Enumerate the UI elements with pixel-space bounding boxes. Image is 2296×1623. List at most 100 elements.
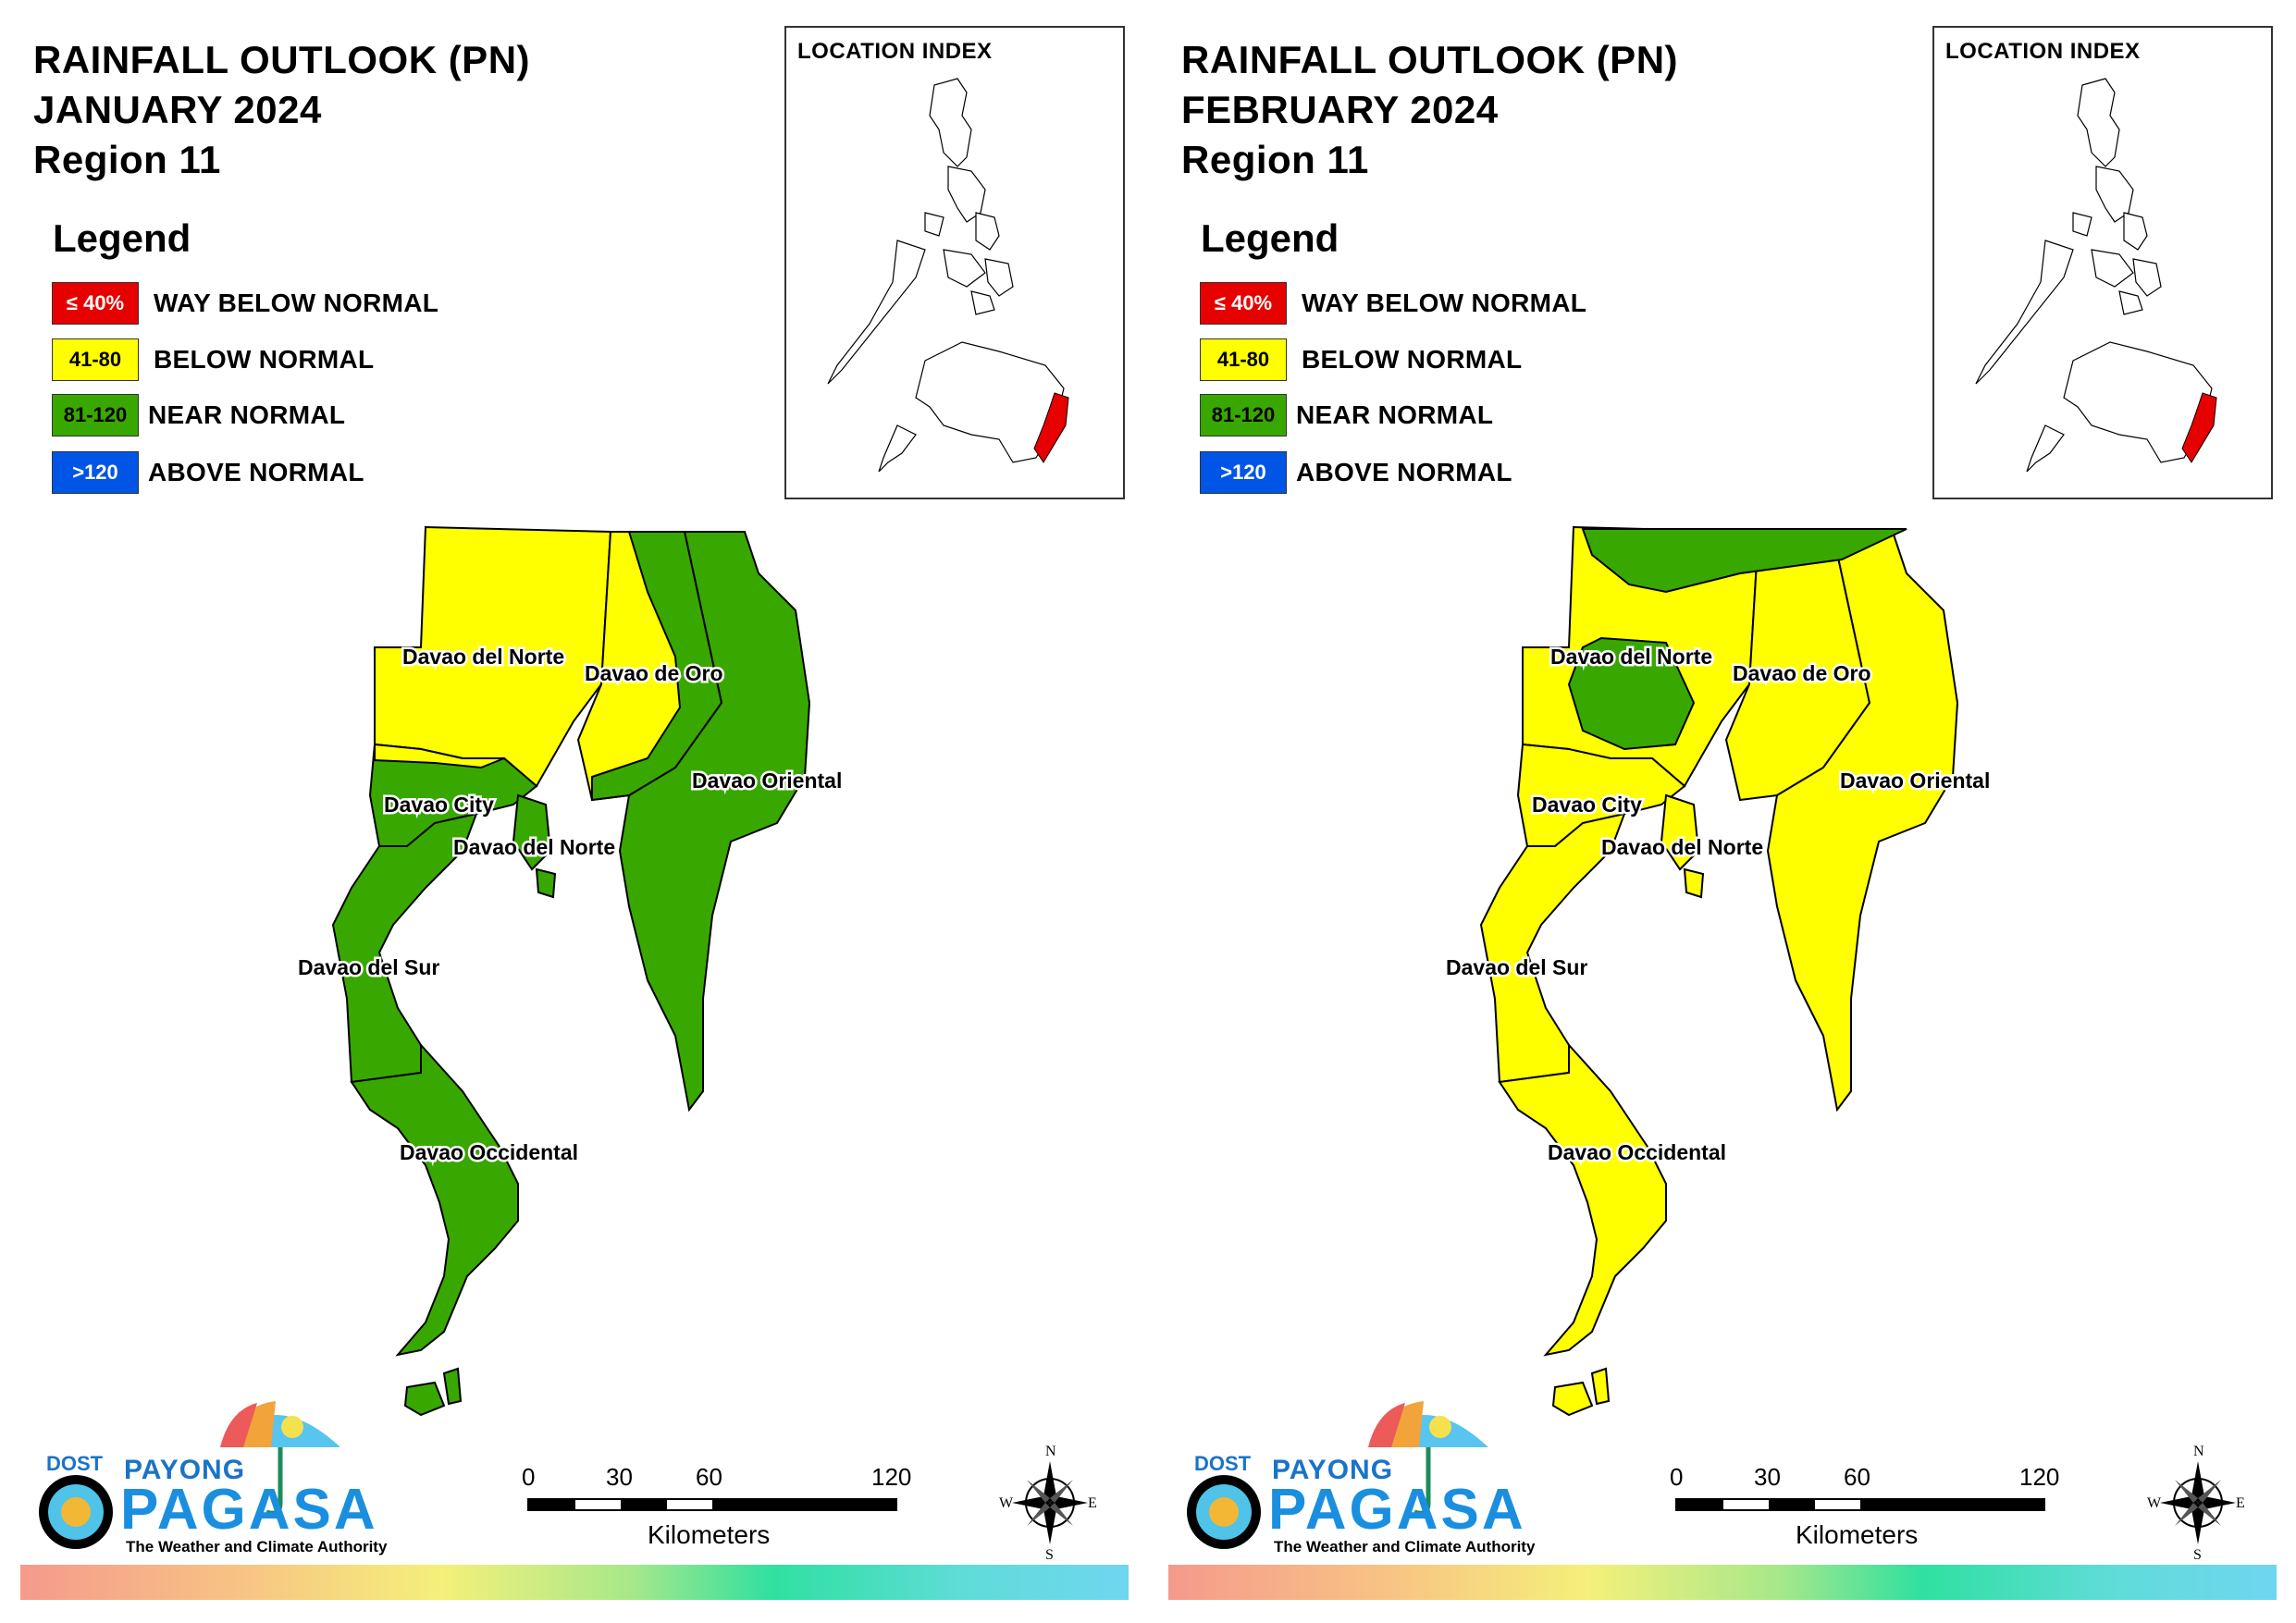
location-index-title: LOCATION INDEX [1945,39,2141,64]
label-davao-del-norte-samal: Davao del Norte [453,835,615,859]
pagasa-label: PAGASA [1268,1478,1526,1542]
scale-unit: Kilometers [648,1520,771,1549]
label-davao-city: Davao City [384,793,494,817]
tagline: The Weather and Climate Authority [126,1538,388,1555]
title-line-2: JANUARY 2024 [33,88,322,131]
compass-n: N [2193,1444,2204,1459]
scale-tick: 120 [2019,1463,2060,1491]
payong-label: PAYONG [124,1455,246,1485]
label-davao-del-norte-samal: Davao del Norte [1601,835,1763,859]
label-davao-oriental: Davao Oriental [692,768,842,793]
legend-heading: Legend [53,216,191,260]
label-davao-del-sur: Davao del Sur [298,955,439,979]
scale-bar: 0 30 60 120 Kilometers [1670,1463,2064,1549]
legend-label: WAY BELOW NORMAL [1302,289,1587,317]
legend-item-way-below: ≤ 40% WAY BELOW NORMAL [52,282,438,325]
legend-item-near: 81-120 NEAR NORMAL [1200,394,1493,436]
legend-item-way-below: ≤ 40% WAY BELOW NORMAL [1200,282,1586,325]
legend-label: BELOW NORMAL [154,345,375,374]
compass-e: E [2236,1495,2245,1511]
location-index-title: LOCATION INDEX [797,39,993,64]
compass-e: E [1088,1495,1097,1511]
umbrella-icon [1187,1401,1488,1549]
dost-label: DOST [1194,1452,1252,1475]
title-line-1: RAINFALL OUTLOOK (PN) [33,38,531,81]
region-davao-oriental [618,531,811,1113]
label-davao-city: Davao City [1532,793,1642,817]
footer-gradient-bar [1168,1565,2277,1600]
legend-swatch: 41-80 [1200,338,1287,381]
legend-heading: Legend [1201,216,1339,260]
region-davao-city-north-yellow [374,743,505,769]
footer-gradient-bar [20,1565,1129,1600]
legend-item-near: 81-120 NEAR NORMAL [52,394,345,436]
legend-swatch: 81-120 [52,394,139,436]
legend-label: NEAR NORMAL [1296,400,1494,429]
payong-pagasa-logo: DOST PAYONG PAGASA The Weather and Clima… [1183,1392,1535,1563]
label-davao-oriental: Davao Oriental [1840,768,1990,793]
legend-swatch: ≤ 40% [1200,282,1287,325]
title-line-3: Region 11 [33,138,221,181]
label-davao-de-oro: Davao de Oro [585,661,723,685]
scale-tick: 0 [522,1463,536,1491]
legend-label: ABOVE NORMAL [1296,458,1512,486]
region-near-normal-north [1581,528,1907,594]
region-south-islet [1551,1381,1594,1417]
compass-rose-icon: N S E W [999,1441,1101,1563]
region-davao-occidental [350,1042,519,1357]
region-samal [1660,793,1700,871]
label-davao-de-oro: Davao de Oro [1733,661,1871,685]
compass-n: N [1045,1444,1056,1459]
label-davao-occidental: Davao Occidental [400,1140,578,1164]
scale-tick: 120 [871,1463,912,1491]
region-davao-del-sur [1479,812,1626,1084]
philippines-outline [827,78,1069,473]
legend-item-below: 41-80 BELOW NORMAL [52,338,374,381]
philippines-outline [1975,78,2217,473]
payong-label: PAYONG [1272,1455,1394,1485]
legend-swatch: 41-80 [52,338,139,381]
map-title: RAINFALL OUTLOOK (PN) JANUARY 2024 Regio… [33,35,530,185]
compass-rose-icon: N S E W [2147,1441,2249,1563]
title-line-2: FEBRUARY 2024 [1181,88,1499,131]
legend-item-above: >120 ABOVE NORMAL [52,451,364,494]
region-samal [512,793,552,871]
title-line-3: Region 11 [1181,138,1369,181]
legend-swatch: 81-120 [1200,394,1287,436]
region-davao-city [1516,743,1686,847]
scale-tick: 60 [696,1463,722,1491]
pagasa-label: PAGASA [120,1478,378,1542]
location-index-map: LOCATION INDEX [1932,26,2273,499]
scale-bar-graphic [527,1498,897,1511]
legend-item-below: 41-80 BELOW NORMAL [1200,338,1522,381]
scale-tick: 60 [1844,1463,1870,1491]
legend-swatch: >120 [1200,451,1287,494]
scale-unit: Kilometers [1796,1520,1919,1549]
payong-pagasa-logo: DOST PAYONG PAGASA The Weather and Clima… [35,1392,387,1563]
region-davao-oriental [1766,531,1959,1113]
panel-january: RAINFALL OUTLOOK (PN) JANUARY 2024 Regio… [20,26,1129,1600]
region-11-map: Davao del Norte Davao de Oro Davao City … [296,525,845,1417]
title-line-1: RAINFALL OUTLOOK (PN) [1181,38,1679,81]
label-davao-occidental: Davao Occidental [1548,1140,1726,1164]
legend-label: ABOVE NORMAL [148,458,364,486]
legend-swatch: ≤ 40% [52,282,139,325]
legend-label: BELOW NORMAL [1302,345,1523,374]
umbrella-icon [39,1401,340,1549]
region-near-normal-west [1567,636,1696,751]
tagline: The Weather and Climate Authority [1274,1538,1536,1555]
scale-bar: 0 30 60 120 Kilometers [522,1463,916,1549]
scale-tick: 30 [1754,1463,1781,1491]
compass-w: W [2147,1495,2162,1511]
map-title: RAINFALL OUTLOOK (PN) FEBRUARY 2024 Regi… [1181,35,1678,185]
dost-label: DOST [46,1452,104,1475]
scale-tick: 0 [1670,1463,1684,1491]
label-davao-del-norte: Davao del Norte [402,645,564,669]
region-near-normal-band [591,531,723,802]
legend-label: NEAR NORMAL [148,400,346,429]
compass-s: S [2193,1547,2202,1561]
legend-swatch: >120 [52,451,139,494]
region-samal-islet [535,867,557,899]
legend-item-above: >120 ABOVE NORMAL [1200,451,1512,494]
scale-tick: 30 [606,1463,633,1491]
